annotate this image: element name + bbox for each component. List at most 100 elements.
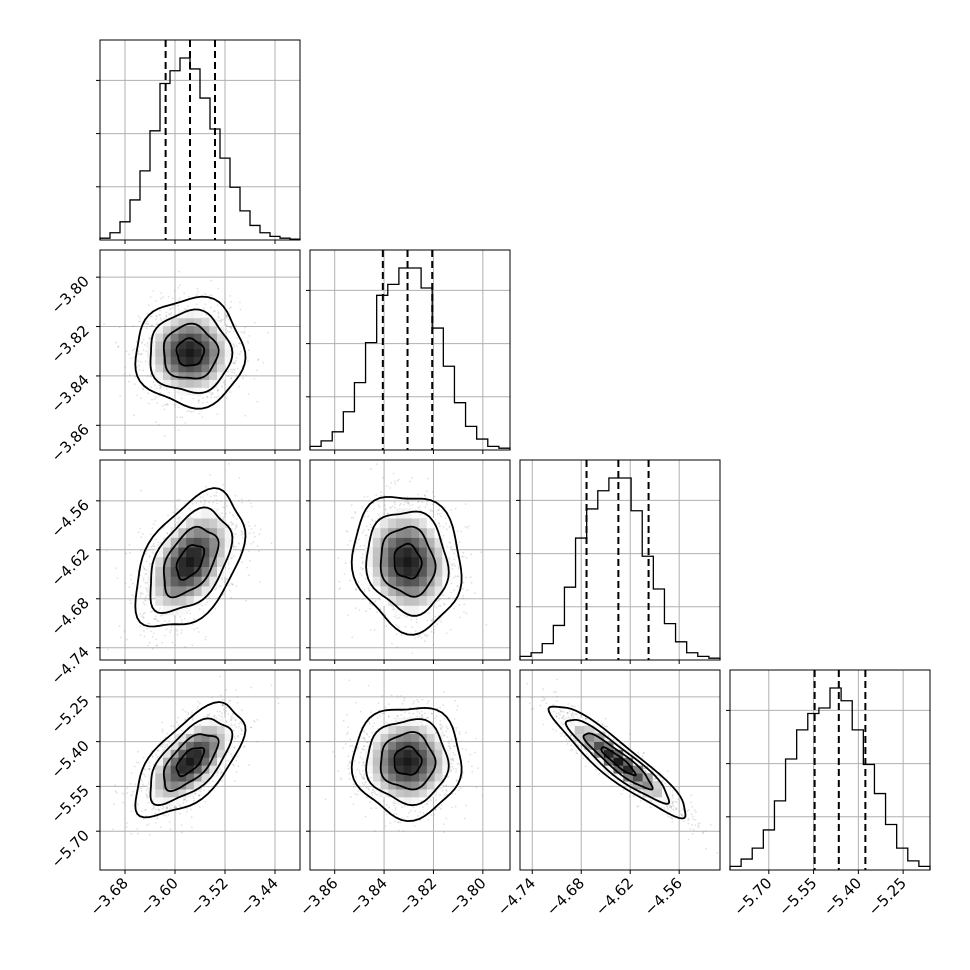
density-cell — [178, 348, 187, 357]
scatter-point — [191, 644, 194, 647]
scatter-point — [210, 393, 213, 396]
scatter-point — [233, 371, 236, 374]
scatter-point — [363, 496, 366, 499]
scatter-point — [396, 617, 399, 620]
scatter-point — [367, 587, 370, 590]
density-cell — [170, 317, 179, 326]
scatter-point — [193, 799, 195, 802]
scatter-point — [148, 402, 150, 405]
scatter-point — [154, 519, 157, 522]
scatter-point — [241, 532, 244, 535]
scatter-point — [166, 532, 169, 535]
histogram-panel-0 — [96, 39, 301, 244]
scatter-point — [231, 514, 234, 516]
histogram-step — [309, 267, 511, 450]
density-cell — [193, 379, 203, 388]
density-cell — [217, 527, 226, 538]
scatter-point — [245, 599, 247, 602]
scatter-point — [221, 483, 224, 486]
scatter-point — [144, 581, 147, 584]
scatter-point — [165, 311, 168, 314]
density-cell — [178, 379, 187, 388]
scatter-point — [161, 642, 164, 644]
scatter-point — [204, 500, 206, 503]
scatter-point — [203, 503, 206, 506]
scatter-point — [228, 326, 231, 328]
scatter-point — [157, 424, 160, 426]
y-tick-label: −4.56 — [48, 496, 93, 541]
scatter-point — [415, 621, 418, 624]
scatter-point — [404, 501, 407, 503]
scatter-point — [385, 625, 387, 627]
scatter-point — [151, 551, 154, 554]
scatter-point — [426, 500, 429, 503]
scatter-point — [347, 614, 349, 616]
scatter-point — [238, 342, 240, 344]
scatter-point — [204, 635, 207, 638]
scatter-point — [366, 510, 369, 513]
scatter-point — [238, 385, 241, 388]
scatter-point — [463, 603, 466, 606]
scatter-point — [172, 307, 174, 310]
scatter-point — [236, 367, 239, 370]
scatter-point — [190, 411, 193, 414]
scatter-point — [205, 313, 208, 316]
density-cell — [395, 576, 405, 587]
scatter-point — [433, 631, 435, 634]
scatter-point — [139, 593, 142, 596]
scatter-point — [241, 709, 243, 712]
scatter-point — [144, 322, 147, 325]
scatter-point — [188, 410, 191, 413]
scatter-point — [186, 305, 189, 308]
density-cell — [426, 527, 436, 538]
scatter-point — [155, 615, 157, 618]
scatter-point — [159, 542, 162, 544]
scatter-point — [163, 408, 166, 411]
histogram-step — [519, 477, 721, 660]
scatter-point — [465, 556, 468, 559]
scatter-point — [462, 588, 464, 590]
scatter-point — [377, 504, 380, 507]
scatter-point — [129, 599, 132, 602]
scatter-point — [172, 511, 175, 514]
scatter-point — [149, 337, 152, 339]
scatter-point — [126, 638, 128, 641]
scatter-point — [132, 582, 134, 585]
scatter-point — [442, 525, 445, 528]
scatter-point — [438, 521, 440, 524]
scatter-point — [142, 616, 145, 619]
scatter-point — [222, 708, 225, 711]
scatter-point — [118, 326, 121, 329]
density-cell — [217, 364, 226, 373]
scatter-point — [238, 477, 241, 479]
scatter-point — [240, 530, 243, 533]
density-cell — [388, 537, 397, 548]
density-cell — [178, 566, 187, 577]
scatter-point — [420, 637, 423, 639]
scatter-point — [228, 567, 231, 570]
scatter-point — [414, 637, 416, 640]
scatter-point — [399, 502, 402, 505]
scatter-point — [165, 314, 168, 317]
scatter-point — [158, 314, 161, 316]
scatter-point — [129, 782, 132, 785]
scatter-point — [206, 396, 209, 399]
scatter-point — [135, 341, 138, 343]
scatter-point — [414, 630, 417, 633]
scatter-point — [462, 597, 465, 600]
scatter-point — [116, 577, 119, 579]
scatter-point — [130, 602, 132, 605]
scatter-point — [149, 533, 152, 536]
scatter-point — [373, 508, 376, 510]
scatter-point — [457, 567, 460, 570]
scatter-point — [120, 636, 122, 639]
scatter-point — [190, 826, 193, 829]
scatter-point — [145, 793, 148, 795]
scatter-point — [119, 394, 122, 397]
scatter-point — [458, 616, 461, 619]
scatter-point — [232, 368, 235, 371]
scatter-point — [215, 499, 218, 502]
scatter-point — [151, 527, 154, 529]
grid — [310, 250, 510, 450]
scatter-point — [393, 501, 396, 504]
